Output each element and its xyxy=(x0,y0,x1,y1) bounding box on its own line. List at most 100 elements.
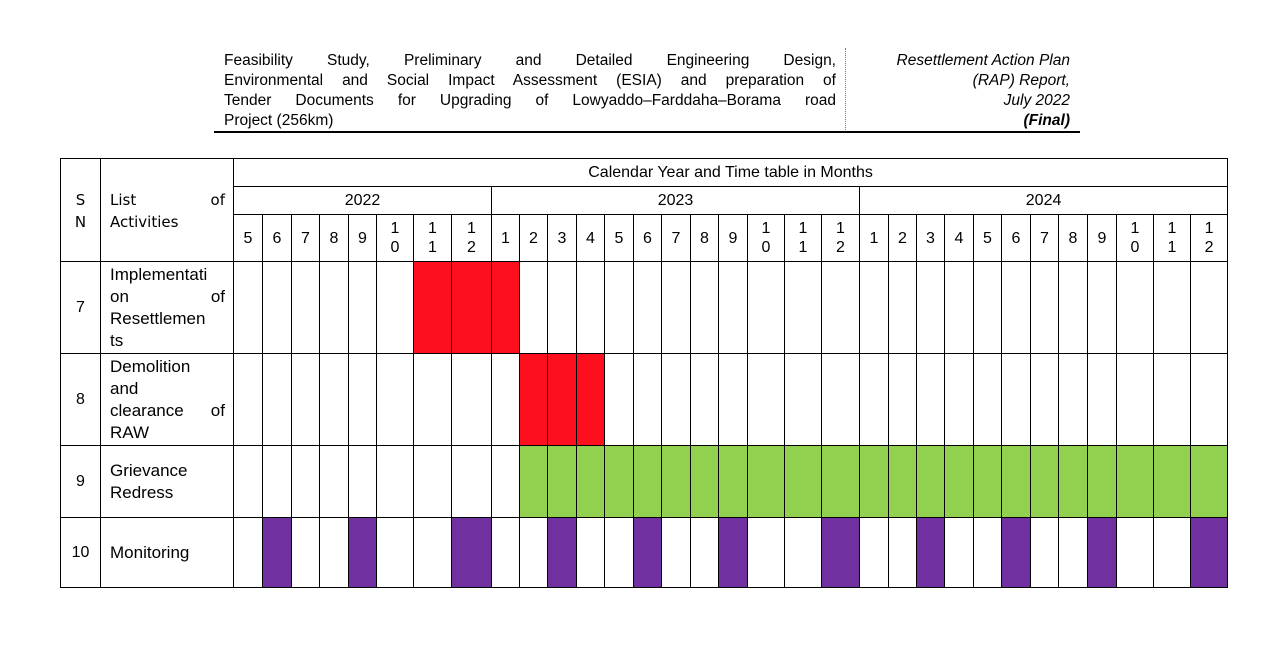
activity-name: Implementati on of Resettlemen ts xyxy=(100,261,234,354)
timeline-cell xyxy=(319,353,349,446)
month-header: 8 xyxy=(1058,214,1088,262)
timeline-cell xyxy=(661,517,691,588)
timeline-cell xyxy=(821,353,860,446)
month-header: 1 1 xyxy=(784,214,822,262)
header-rule xyxy=(214,131,1080,133)
timeline-cell xyxy=(1087,517,1117,588)
document-header-report: Resettlement Action Plan (RAP) Report, J… xyxy=(850,51,1070,131)
activity-row: 7 Implementati on of Resettlemen ts xyxy=(60,261,1229,354)
timeline-cell xyxy=(376,445,414,518)
timeline-cell xyxy=(1058,353,1088,446)
timeline-cell xyxy=(661,353,691,446)
timeline-cell xyxy=(718,353,748,446)
timeline-cell xyxy=(1189,517,1229,588)
timeline-cell xyxy=(747,261,785,354)
timeline-cell xyxy=(1001,353,1031,446)
schedule-table: S N List of Activities Calendar Year and Ti… xyxy=(60,158,1229,588)
timeline-cell xyxy=(348,517,377,588)
document-header-title: Feasibility Study, Preliminary and Detai… xyxy=(224,51,836,131)
month-header: 9 xyxy=(1087,214,1117,262)
timeline-cell xyxy=(661,445,691,518)
timeline-cell xyxy=(348,445,377,518)
calendar-title: Calendar Year and Time table in Months xyxy=(232,158,1229,187)
timeline-cell xyxy=(348,353,377,446)
timeline-cell xyxy=(1030,517,1059,588)
month-header: 1 0 xyxy=(1116,214,1154,262)
timeline-cell xyxy=(888,353,917,446)
month-header: 7 xyxy=(1030,214,1059,262)
timeline-cell xyxy=(1116,517,1154,588)
timeline-cell xyxy=(1153,353,1191,446)
timeline-cell xyxy=(973,353,1002,446)
month-header: 1 xyxy=(859,214,889,262)
header-divider xyxy=(845,48,846,130)
month-header: 3 xyxy=(916,214,945,262)
month-header: 1 1 xyxy=(1153,214,1191,262)
header-title-line: Environmental and Social Impact Assessme… xyxy=(224,72,836,89)
timeline-cell xyxy=(262,445,292,518)
timeline-cell xyxy=(747,445,785,518)
header-report-line: July 2022 xyxy=(1003,92,1070,109)
timeline-cell xyxy=(491,353,520,446)
month-header: 4 xyxy=(576,214,605,262)
month-header: 6 xyxy=(1001,214,1031,262)
timeline-cell xyxy=(633,261,662,354)
timeline-cell xyxy=(451,445,492,518)
year-header: 2022 xyxy=(233,186,492,215)
timeline-cell xyxy=(291,261,320,354)
timeline-cell xyxy=(784,445,822,518)
activity-name: Grievance Redress xyxy=(100,445,234,518)
timeline-cell xyxy=(1030,353,1059,446)
timeline-cell xyxy=(888,261,917,354)
timeline-cell xyxy=(348,261,377,354)
timeline-cell xyxy=(718,517,748,588)
month-header: 1 1 xyxy=(413,214,452,262)
header-title-line: Feasibility Study, Preliminary and Detai… xyxy=(224,52,836,69)
timeline-cell xyxy=(888,517,917,588)
timeline-cell xyxy=(944,261,974,354)
timeline-cell xyxy=(718,445,748,518)
timeline-cell xyxy=(747,517,785,588)
activity-row: 9 Grievance Redress xyxy=(60,445,1229,518)
timeline-cell xyxy=(413,353,452,446)
timeline-cell xyxy=(1153,261,1191,354)
timeline-cell xyxy=(291,517,320,588)
month-header: 6 xyxy=(262,214,292,262)
timeline-cell xyxy=(1058,517,1088,588)
timeline-cell xyxy=(973,445,1002,518)
timeline-cell xyxy=(233,261,263,354)
timeline-cell xyxy=(859,445,889,518)
year-header: 2024 xyxy=(858,186,1229,215)
timeline-cell xyxy=(547,261,577,354)
month-header: 9 xyxy=(348,214,377,262)
activity-sn: 7 xyxy=(60,261,101,354)
month-header: 1 0 xyxy=(747,214,785,262)
timeline-cell xyxy=(519,261,548,354)
timeline-cell xyxy=(821,517,860,588)
timeline-cell xyxy=(547,445,577,518)
timeline-cell xyxy=(376,261,414,354)
activity-header: List of Activities xyxy=(100,158,234,262)
timeline-cell xyxy=(376,517,414,588)
timeline-cell xyxy=(690,445,719,518)
timeline-cell xyxy=(376,353,414,446)
timeline-cell xyxy=(1001,445,1031,518)
month-header: 7 xyxy=(291,214,320,262)
timeline-cell xyxy=(747,353,785,446)
timeline-cell xyxy=(784,517,822,588)
month-header: 9 xyxy=(718,214,748,262)
timeline-cell xyxy=(519,353,548,446)
timeline-cell xyxy=(547,517,577,588)
timeline-cell xyxy=(916,261,945,354)
timeline-cell xyxy=(973,261,1002,354)
timeline-cell xyxy=(821,261,860,354)
month-header: 2 xyxy=(519,214,548,262)
month-header: 1 2 xyxy=(821,214,860,262)
timeline-cell xyxy=(519,517,548,588)
timeline-cell xyxy=(633,353,662,446)
month-header: 5 xyxy=(604,214,634,262)
timeline-cell xyxy=(319,517,349,588)
month-header: 3 xyxy=(547,214,577,262)
header-report-line: (RAP) Report, xyxy=(972,72,1070,89)
timeline-cell xyxy=(784,261,822,354)
